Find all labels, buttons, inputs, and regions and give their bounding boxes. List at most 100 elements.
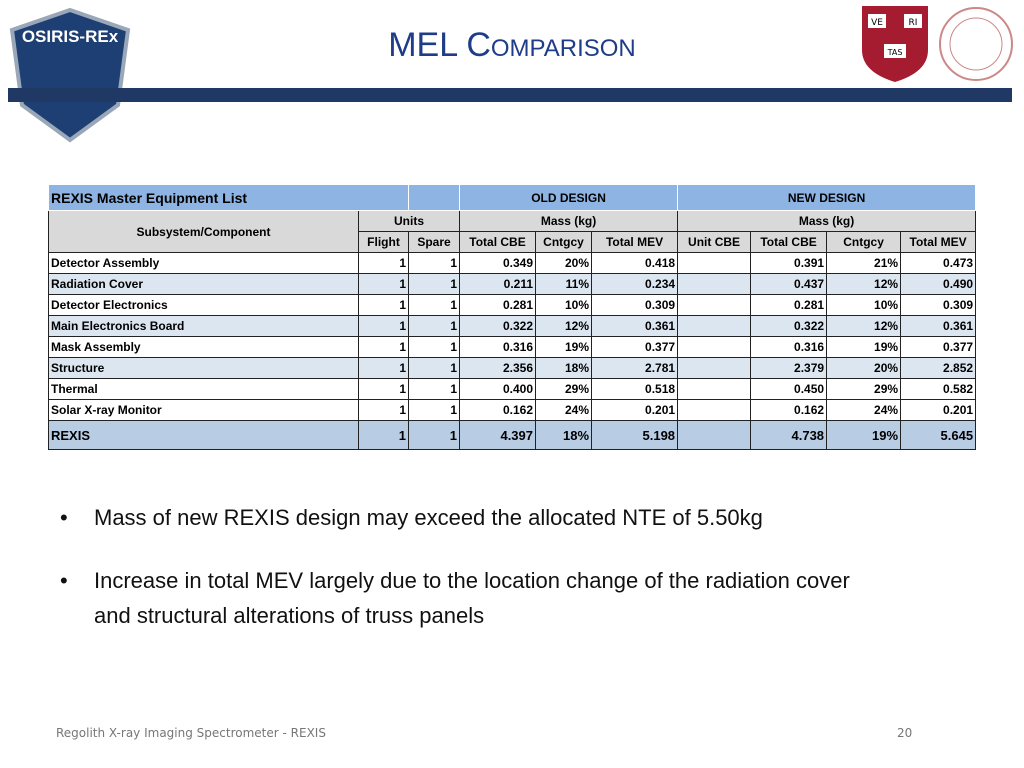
component-name: Detector Assembly bbox=[48, 252, 359, 274]
mel-table: REXIS Master Equipment List OLD DESIGN N… bbox=[47, 184, 977, 450]
value-cell: 5.645 bbox=[900, 420, 977, 450]
value-cell: 20% bbox=[826, 357, 902, 379]
value-cell: 24% bbox=[535, 399, 593, 421]
subheader-row: Flight Spare Total CBE Cntgcy Total MEV Unit … bbox=[49, 231, 977, 253]
header-row: Subsystem/Component Units Mass (kg) Mass… bbox=[48, 210, 977, 253]
component-name: Structure bbox=[48, 357, 359, 379]
units-header: Units bbox=[357, 210, 461, 232]
value-cell: 19% bbox=[826, 336, 902, 358]
value-cell: 0.211 bbox=[459, 273, 537, 295]
value-cell: 19% bbox=[535, 336, 593, 358]
shield-text: TAS bbox=[887, 48, 903, 57]
subheader: Cntgcy bbox=[826, 231, 902, 253]
subheader: Spare bbox=[408, 231, 461, 253]
value-cell: 11% bbox=[535, 273, 593, 295]
value-cell: 2.781 bbox=[591, 357, 679, 379]
subheader: Total MEV bbox=[900, 231, 977, 253]
page-number: 20 bbox=[897, 726, 913, 740]
value-cell: 0.201 bbox=[900, 399, 977, 421]
cell bbox=[408, 184, 461, 211]
bullet: Increase in total MEV largely due to the… bbox=[56, 563, 876, 633]
table-row: Solar X-ray Monitor 1 1 0.162 24% 0.201 0.162 2… bbox=[48, 399, 977, 421]
osiris-badge bbox=[9, 7, 131, 143]
value-cell: 18% bbox=[535, 420, 593, 450]
table-row: Thermal 1 1 0.400 29% 0.518 0.450 29% 0.582 bbox=[48, 378, 977, 400]
book bbox=[904, 14, 922, 28]
value-cell: 5.198 bbox=[591, 420, 679, 450]
value-cell: 29% bbox=[535, 378, 593, 400]
value-cell: 1 bbox=[357, 315, 410, 337]
table-row: Structure 1 1 2.356 18% 2.781 2.379 20% 2.852 bbox=[48, 357, 977, 379]
value-cell: 0.377 bbox=[591, 336, 679, 358]
mass-header: Mass (kg) bbox=[459, 210, 679, 232]
value-cell: 0.582 bbox=[900, 378, 977, 400]
value-cell: 0.309 bbox=[591, 294, 679, 316]
value-cell: 1 bbox=[408, 273, 461, 295]
value-cell: 1 bbox=[408, 399, 461, 421]
value-cell: 0.201 bbox=[591, 399, 679, 421]
component-name: Mask Assembly bbox=[48, 336, 359, 358]
value-cell: 0.490 bbox=[900, 273, 977, 295]
subheader: Unit CBE bbox=[677, 231, 752, 253]
empty-cell bbox=[677, 420, 752, 450]
component-name: Radiation Cover bbox=[48, 273, 359, 295]
value-cell: 0.377 bbox=[900, 336, 977, 358]
mass-header: Mass (kg) bbox=[677, 210, 977, 232]
value-cell: 0.322 bbox=[750, 315, 828, 337]
empty-cell bbox=[677, 378, 752, 400]
empty-cell bbox=[677, 357, 752, 379]
value-cell: 0.400 bbox=[459, 378, 537, 400]
value-cell: 4.738 bbox=[750, 420, 828, 450]
subheader: Total CBE bbox=[459, 231, 537, 253]
value-cell: 0.162 bbox=[750, 399, 828, 421]
value-cell: 24% bbox=[826, 399, 902, 421]
value-cell: 1 bbox=[357, 336, 410, 358]
value-cell: 0.162 bbox=[459, 399, 537, 421]
value-cell: 10% bbox=[535, 294, 593, 316]
value-cell: 1 bbox=[408, 315, 461, 337]
value-cell: 1 bbox=[357, 420, 410, 450]
value-cell: 2.356 bbox=[459, 357, 537, 379]
mit-seal bbox=[939, 7, 1013, 81]
value-cell: 10% bbox=[826, 294, 902, 316]
value-cell: 4.397 bbox=[459, 420, 537, 450]
empty-cell bbox=[677, 273, 752, 295]
header-bar bbox=[8, 88, 1012, 102]
logos: OSIRIS-REx VE RI TAS bbox=[9, 6, 1013, 143]
value-cell: 0.309 bbox=[900, 294, 977, 316]
empty-cell bbox=[677, 399, 752, 421]
empty-cell bbox=[677, 294, 752, 316]
component-name: Main Electronics Board bbox=[48, 315, 359, 337]
value-cell: 1 bbox=[357, 252, 410, 274]
table-title: REXIS Master Equipment List bbox=[47, 184, 410, 211]
value-cell: 2.379 bbox=[750, 357, 828, 379]
book bbox=[868, 14, 886, 28]
bullets: Mass of new REXIS design may exceed the … bbox=[56, 500, 876, 661]
value-cell: 0.391 bbox=[750, 252, 828, 274]
subheader: Total MEV bbox=[591, 231, 679, 253]
subheader: Total CBE bbox=[750, 231, 828, 253]
component-name: Thermal bbox=[48, 378, 359, 400]
value-cell: 0.418 bbox=[591, 252, 679, 274]
value-cell: 0.361 bbox=[900, 315, 977, 337]
value-cell: 0.281 bbox=[459, 294, 537, 316]
value-cell: 20% bbox=[535, 252, 593, 274]
value-cell: 0.473 bbox=[900, 252, 977, 274]
value-cell: 0.316 bbox=[750, 336, 828, 358]
value-cell: 1 bbox=[357, 399, 410, 421]
header-row: REXIS Master Equipment List OLD DESIGN N… bbox=[47, 184, 977, 211]
table-row: Detector Assembly 1 1 0.349 20% 0.418 0.391 21%… bbox=[48, 252, 977, 274]
component-name: Solar X-ray Monitor bbox=[48, 399, 359, 421]
value-cell: 19% bbox=[826, 420, 902, 450]
component-name: REXIS bbox=[48, 420, 359, 450]
new-design: NEW DESIGN bbox=[677, 184, 977, 211]
table-row: Detector Electronics 1 1 0.281 10% 0.309 0.281… bbox=[48, 294, 977, 316]
value-cell: 0.450 bbox=[750, 378, 828, 400]
value-cell: 1 bbox=[408, 294, 461, 316]
value-cell: 1 bbox=[357, 378, 410, 400]
value-cell: 18% bbox=[535, 357, 593, 379]
component-header: Subsystem/Component bbox=[48, 210, 359, 253]
value-cell: 0.316 bbox=[459, 336, 537, 358]
value-cell: 0.234 bbox=[591, 273, 679, 295]
